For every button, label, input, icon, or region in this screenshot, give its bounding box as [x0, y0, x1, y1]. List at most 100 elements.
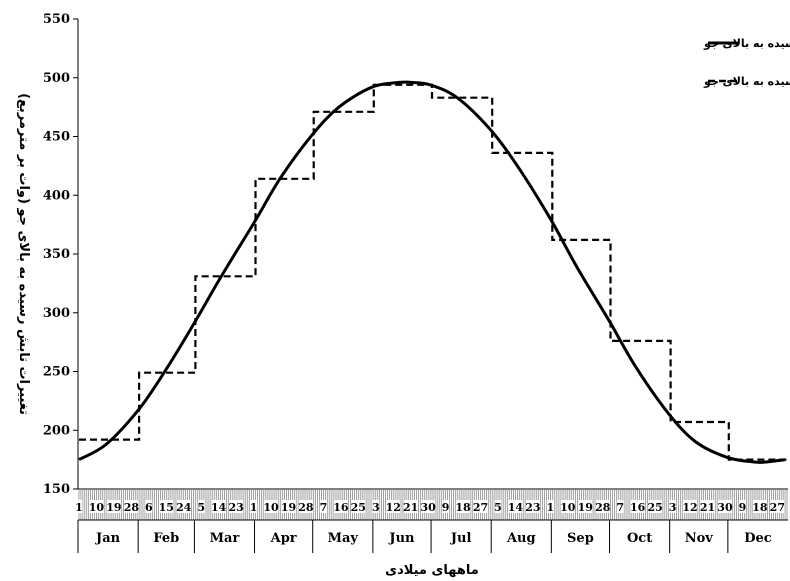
- day-tick-label: 23: [525, 501, 540, 514]
- day-tick-label: 18: [455, 501, 471, 514]
- day-label-bg: [420, 500, 436, 513]
- series-monthly-line: [79, 83, 787, 461]
- day-tick-label: 12: [682, 501, 697, 514]
- day-label-bg: [159, 500, 174, 513]
- day-label-bg: [668, 500, 677, 513]
- day-tick-label: 19: [578, 501, 593, 514]
- day-label-bg: [351, 500, 366, 513]
- day-label-bg: [647, 500, 663, 513]
- month-label: Jan: [95, 531, 121, 546]
- day-label-bg: [403, 500, 418, 513]
- day-tick-label: 5: [494, 501, 502, 514]
- day-label-bg: [228, 500, 244, 513]
- month-label: Dec: [744, 531, 772, 546]
- plot-frame: [77, 19, 788, 490]
- day-label-bg: [197, 500, 205, 513]
- y-tick-label: 350: [43, 247, 70, 262]
- day-label-bg: [546, 500, 554, 513]
- day-tick-label: 14: [508, 501, 524, 514]
- day-label-bg: [738, 500, 747, 513]
- x-axis-title: ماههای میلادی: [385, 563, 479, 578]
- month-label: Apr: [270, 531, 297, 546]
- y-tick-label: 300: [43, 306, 70, 321]
- day-label-bg: [263, 500, 279, 513]
- y-tick-label: 250: [43, 365, 70, 380]
- day-tick-label: 10: [560, 501, 576, 514]
- day-tick-label: 30: [420, 501, 436, 514]
- day-label-bg: [595, 500, 610, 513]
- day-tick-label: 18: [752, 501, 768, 514]
- day-tick-label: 23: [228, 501, 243, 514]
- y-tick-label: 150: [43, 482, 70, 497]
- series-daily-line: [78, 80, 786, 464]
- day-tick-label: 28: [595, 501, 611, 514]
- day-label-bg: [455, 500, 471, 513]
- y-tick-label: 500: [43, 71, 70, 86]
- day-tick-label: 28: [124, 501, 140, 514]
- day-tick-label: 21: [403, 501, 418, 514]
- day-label-bg: [752, 500, 768, 513]
- day-label-bg: [145, 500, 153, 513]
- day-tick-label: 9: [739, 501, 747, 514]
- day-label-bg: [578, 500, 593, 513]
- day-label-bg: [333, 500, 349, 513]
- day-label-bg: [473, 500, 488, 513]
- day-tick-label: 3: [372, 501, 380, 514]
- y-tick-label: 550: [43, 12, 70, 27]
- day-label-bg: [717, 500, 733, 513]
- y-tick-label: 200: [43, 423, 70, 438]
- legend: تغییرات روزانه تابش رسیده به بالای جو تغ…: [703, 37, 790, 88]
- day-label-bg: [494, 500, 502, 513]
- day-label-bg: [319, 500, 327, 513]
- month-label: Nov: [685, 531, 714, 546]
- day-label-bg: [176, 500, 191, 513]
- day-tick-label: 24: [176, 501, 192, 514]
- day-tick-label: 28: [298, 501, 314, 514]
- day-tick-label: 27: [770, 501, 785, 514]
- day-tick-label: 21: [700, 501, 715, 514]
- month-label: Jul: [450, 531, 472, 546]
- month-label: Aug: [506, 531, 536, 546]
- y-tick-label: 450: [43, 130, 70, 145]
- day-label-bg: [372, 500, 380, 513]
- day-label-bg: [525, 500, 541, 513]
- day-tick-label: 16: [630, 501, 646, 514]
- day-label-bg: [386, 500, 401, 513]
- day-tick-label: 10: [263, 501, 279, 514]
- day-tick-label: 7: [616, 501, 624, 514]
- day-label-bg: [281, 500, 296, 513]
- month-label: Sep: [567, 531, 594, 546]
- day-tick-label: 30: [717, 501, 733, 514]
- x-axis-day-ticks: 1 10 19 28 6 15 24 5 14 23 1 10 19 28 7 16 25 3 12 21 30 9 18 2…: [75, 490, 788, 520]
- legend-label-monthly: تغییرات ماهانه تابش رسیده به بالای جو: [703, 75, 790, 88]
- day-tick-label: 10: [89, 501, 105, 514]
- day-tick-label: 1: [547, 501, 555, 514]
- day-label-bg: [124, 500, 139, 513]
- month-label: May: [328, 531, 359, 546]
- day-tick-label: 6: [145, 501, 153, 514]
- day-tick-label: 9: [442, 501, 450, 514]
- day-label-bg: [89, 500, 104, 513]
- day-label-bg: [211, 500, 226, 513]
- day-tick-label: 7: [320, 501, 328, 514]
- day-tick-label: 19: [281, 501, 296, 514]
- day-tick-label: 25: [351, 501, 366, 514]
- month-label: Mar: [210, 531, 240, 546]
- day-label-bg: [700, 500, 715, 513]
- legend-label-daily: تغییرات روزانه تابش رسیده به بالای جو: [703, 37, 790, 50]
- y-tick-label: 400: [43, 188, 70, 203]
- day-tick-label: 3: [669, 501, 677, 514]
- y-axis-title: تغییرات تابش رسیده به بالای جو (وات بر م…: [16, 93, 31, 415]
- day-tick-label: 14: [211, 501, 227, 514]
- day-tick-label: 25: [647, 501, 662, 514]
- day-label-bg: [442, 500, 450, 513]
- month-label: Oct: [627, 531, 652, 546]
- day-label-bg: [560, 500, 576, 513]
- month-label: Jun: [388, 531, 415, 546]
- day-tick-label: 15: [159, 501, 174, 514]
- day-label-bg: [682, 500, 698, 513]
- day-tick-label: 1: [250, 501, 258, 514]
- series-layer: [78, 80, 787, 464]
- day-label-bg: [630, 500, 645, 513]
